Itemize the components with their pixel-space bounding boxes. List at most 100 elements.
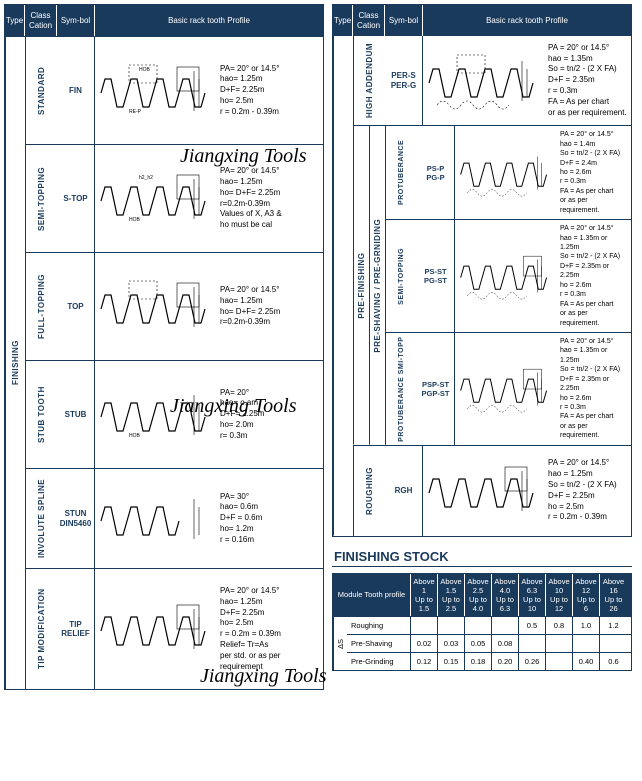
class-label: PROTUBERANCE SMI-TOPP <box>385 333 417 445</box>
profile-cell: PA= 20° or 14.5°hao= 1.25mD+F= 2.25mho= … <box>95 569 323 689</box>
profile-cell: PA= 30°hao= 0.6mD+F = 0.6mho= 1.2mr = 0.… <box>95 469 323 568</box>
params-text: PA = 20° or 14.5°hao = 1.35m or 1.25mSo … <box>554 337 627 441</box>
svg-text:h2_h2: h2_h2 <box>139 175 153 181</box>
symbol-cell: S-TOP <box>57 145 95 252</box>
symbol-cell: PS-STPG-ST <box>417 220 455 332</box>
hdr-profile: Basic rack tooth Profile <box>95 5 323 36</box>
table-row: INVOLUTE SPLINE STUNDIN5460 PA= 30°hao= … <box>25 469 323 569</box>
stock-value: 0.15 <box>438 653 465 670</box>
profile-cell: RE-P HOB PA= 20° or 14.5°hao= 1.25mD+F= 2… <box>95 37 323 144</box>
svg-text:HOB: HOB <box>129 217 141 223</box>
stock-value <box>411 617 438 634</box>
svg-text:RE-P: RE-P <box>129 109 142 115</box>
class-label: INVOLUTE SPLINE <box>25 469 57 568</box>
stock-value: 0.5 <box>519 617 546 634</box>
symbol-cell: STUNDIN5460 <box>57 469 95 568</box>
symbol-cell: STUB <box>57 361 95 468</box>
stock-value <box>519 635 546 652</box>
tooth-diagram <box>427 51 542 111</box>
profile-cell: HOB PA= 20°hao= o.amD+F= 2.25mho= 2.0mr=… <box>95 361 323 468</box>
stock-value: 0.08 <box>492 635 519 652</box>
svg-text:HOB: HOB <box>139 67 151 73</box>
stock-col-header: Above1.5Up to2.5 <box>438 574 465 616</box>
stock-value: 0.02 <box>411 635 438 652</box>
tooth-diagram <box>99 599 214 659</box>
class-label: TIP MODIFICATION <box>25 569 57 689</box>
tooth-diagram: HOB <box>99 385 214 445</box>
table-row: FULL-TOPPING TOP PA= 20° or 14.5°hao= 1.… <box>25 253 323 361</box>
stock-col-header: Above4.0Up to6.3 <box>492 574 519 616</box>
stock-title: FINISHING STOCK <box>332 549 632 564</box>
stock-value: 1.0 <box>573 617 600 634</box>
stock-value: 0.6 <box>600 653 627 670</box>
symbol-cell: RGH <box>385 446 423 536</box>
stock-value <box>438 617 465 634</box>
params-text: PA= 20° or 14.5°hao= 1.25mho= D+F= 2.25m… <box>214 166 282 231</box>
class-label: FULL-TOPPING <box>25 253 57 360</box>
params-text: PA= 20°hao= o.amD+F= 2.25mho= 2.0mr= 0.3… <box>214 388 264 442</box>
tooth-diagram <box>459 359 554 419</box>
params-text: PA = 20° or 14.5°hao = 1.35m or 1.25mSo … <box>554 224 627 328</box>
stock-value: 0.26 <box>519 653 546 670</box>
tooth-diagram: HOB h2_h2 <box>99 169 214 229</box>
stock-row: Roughing 0.50.81.01.2 <box>347 617 631 635</box>
profile-cell: PA = 20° or 14.5°hao = 1.35m or 1.25mSo … <box>455 220 631 332</box>
table-row: ROUGHING RGH PA = 20° or 14.5°hao = 1.25… <box>353 446 631 536</box>
hdr-type-r: Type <box>333 5 353 36</box>
stock-value: 0.20 <box>492 653 519 670</box>
stock-row-label: Roughing <box>347 617 411 634</box>
tooth-diagram <box>459 143 554 203</box>
params-text: PA= 30°hao= 0.6mD+F = 0.6mho= 1.2mr = 0.… <box>214 492 262 546</box>
stock-value: 0.18 <box>465 653 492 670</box>
stock-col-header: Above16Up to26 <box>600 574 627 616</box>
stock-value: 1.2 <box>600 617 627 634</box>
stock-row: Pre-Shaving0.020.030.050.08 <box>347 635 631 653</box>
hdr-profile-r: Basic rack tooth Profile <box>423 5 631 36</box>
right-table: Type Class Cation Sym-bol Basic rack too… <box>332 4 632 537</box>
tooth-diagram <box>459 246 554 306</box>
finishing-stock: FINISHING STOCK Module Tooth profileAbov… <box>332 549 632 671</box>
hdr-class-r: Class Cation <box>353 5 385 36</box>
table-row: HIGH ADDENDUM PER-SPER-G PA = 20° or 14.… <box>353 36 631 126</box>
tooth-diagram: RE-P HOB <box>99 61 214 121</box>
stock-value: 0.8 <box>546 617 573 634</box>
right-type-col <box>333 36 353 536</box>
params-text: PA= 20° or 14.5°hao= 1.25mho= D+F= 2.25m… <box>214 285 280 328</box>
stock-mod-label: Module Tooth profile <box>333 574 411 616</box>
stock-value <box>546 635 573 652</box>
params-text: PA = 20° or 14.5°hao = 1.35mSo = tn/2 - … <box>542 43 627 119</box>
stock-value: 0.40 <box>573 653 600 670</box>
hdr-symbol-r: Sym-bol <box>385 5 423 36</box>
profile-cell: PA= 20° or 14.5°hao= 1.25mho= D+F= 2.25m… <box>95 253 323 360</box>
class-label: STANDARD <box>25 37 57 144</box>
profile-cell: PA = 20° or 14.5°hao = 1.25mSo = tn/2 - … <box>423 446 631 536</box>
left-header: Type Class Cation Sym-bol Basic rack too… <box>5 5 323 36</box>
table-row: PRE-FINISHING PRE-SHAVING / PRE-GRNIDING… <box>353 126 631 446</box>
params-text: PA= 20° or 14.5°hao= 1.25mD+F= 2.25mho= … <box>214 586 281 672</box>
stock-col-header: Above2.5Up to4.0 <box>465 574 492 616</box>
hdr-class: Class Cation <box>25 5 57 36</box>
class-label: SEMI-TOPPING <box>385 220 417 332</box>
stock-col-header: Above1Up to1.5 <box>411 574 438 616</box>
symbol-cell: TOP <box>57 253 95 360</box>
class-label: SEMI-TOPPING <box>25 145 57 252</box>
table-row: STANDARD FIN RE-P HOB PA= 20° or 14.5°hao… <box>25 37 323 145</box>
stock-ds-label: ΔS <box>333 617 347 670</box>
profile-cell: PA = 20° or 14.5°hao = 1.4mSo = tn/2 - (… <box>455 126 631 219</box>
class-label: STUB TOOTH <box>25 361 57 468</box>
tooth-diagram <box>427 461 542 521</box>
symbol-cell: FIN <box>57 37 95 144</box>
svg-text:HOB: HOB <box>129 433 141 439</box>
stock-body: ΔS Roughing 0.50.81.01.2 Pre-Shaving0.020… <box>333 616 631 670</box>
stock-value: 0.12 <box>411 653 438 670</box>
params-text: PA= 20° or 14.5°hao= 1.25mD+F= 2.25mho= … <box>214 64 279 118</box>
left-type-label: FINISHING <box>5 37 25 689</box>
right-header: Type Class Cation Sym-bol Basic rack too… <box>333 5 631 36</box>
stock-value <box>465 617 492 634</box>
symbol-cell: PER-SPER-G <box>385 36 423 125</box>
params-text: PA = 20° or 14.5°hao = 1.25mSo = tn/2 - … <box>542 458 617 523</box>
profile-cell: HOB h2_h2 PA= 20° or 14.5°hao= 1.25mho= D… <box>95 145 323 252</box>
profile-cell: PA = 20° or 14.5°hao = 1.35mSo = tn/2 - … <box>423 36 631 125</box>
table-row: TIP MODIFICATION TIPRELIEF PA= 20° or 14… <box>25 569 323 689</box>
type-label: PRE-FINISHING <box>353 126 369 445</box>
